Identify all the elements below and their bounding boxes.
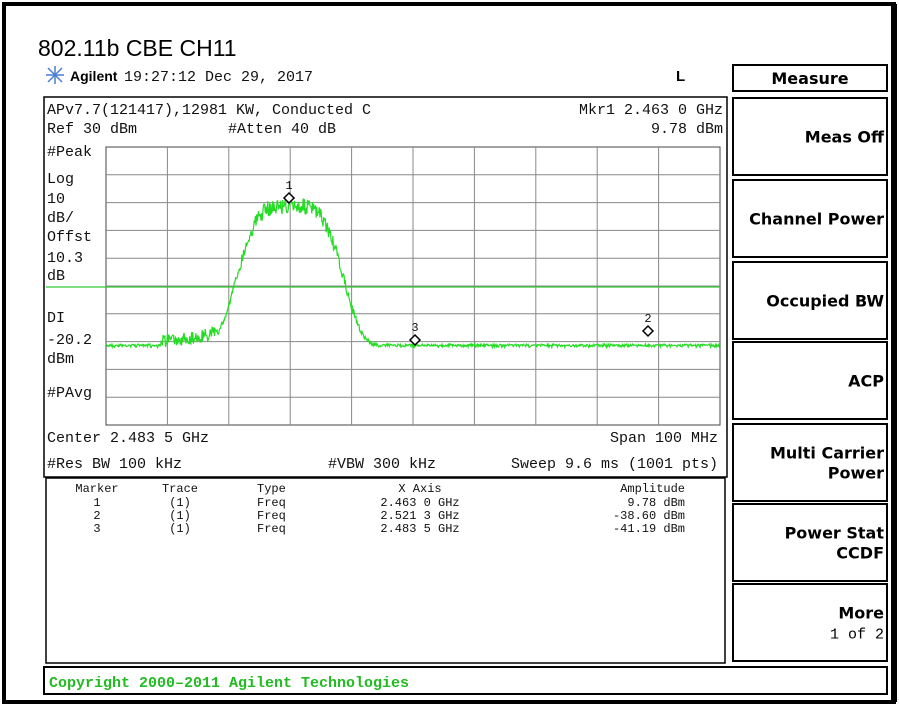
softkey[interactable]	[732, 261, 888, 340]
scale-label: 10.3	[47, 250, 83, 267]
marker-label: 2	[644, 312, 651, 326]
info-line: APv7.7(121417),12981 KW, Conducted C	[47, 102, 371, 119]
table-cell: 2.463 0 GHz	[380, 496, 459, 510]
trace	[105, 197, 721, 350]
table-cell: (1)	[169, 509, 191, 523]
title: 802.11b CBE CH11	[38, 35, 237, 61]
softkey[interactable]	[732, 423, 888, 502]
table-cell: Freq	[257, 496, 286, 510]
ref-level: Ref 30 dBm	[47, 121, 137, 138]
softkey-label[interactable]: Power	[828, 464, 884, 483]
agilent-logo	[46, 66, 64, 84]
vbw: #VBW 300 kHz	[328, 456, 436, 473]
softkey[interactable]	[732, 341, 888, 420]
softkey-label[interactable]: Power Stat	[785, 524, 885, 543]
scale-label: Log	[47, 171, 74, 188]
table-cell: 3	[93, 522, 100, 536]
softkey-label[interactable]: Multi Carrier	[770, 444, 884, 463]
table-cell: -41.19 dBm	[613, 522, 685, 536]
scale-label: dB	[47, 268, 65, 285]
table-header: X Axis	[398, 482, 441, 496]
scale-label: 10	[47, 191, 65, 208]
markers: 1 2 3	[282, 179, 655, 347]
menu-title-box	[732, 64, 888, 92]
table-cell: 2.521 3 GHz	[380, 509, 459, 523]
softkey[interactable]	[732, 179, 888, 258]
footer-box	[43, 666, 888, 695]
scale-label: DI	[47, 310, 65, 327]
softkey-label[interactable]: 1 of 2	[830, 627, 884, 644]
marker-label: 3	[411, 321, 418, 335]
softkey-label[interactable]: Occupied BW	[766, 292, 884, 311]
marker-diamond	[408, 333, 422, 347]
scale-label: #Peak	[47, 144, 92, 161]
softkey-label[interactable]: Channel Power	[749, 210, 884, 229]
table-header: Type	[257, 482, 286, 496]
marker-amplitude: 9.78 dBm	[651, 121, 723, 138]
timestamp: 19:27:12 Dec 29, 2017	[124, 69, 313, 86]
softkey[interactable]	[732, 503, 888, 582]
res-bw: #Res BW 100 kHz	[47, 456, 182, 473]
softkey-label[interactable]: More	[838, 604, 884, 623]
table-cell: -38.60 dBm	[613, 509, 685, 523]
table-cell: (1)	[169, 496, 191, 510]
table-header: Marker	[75, 482, 118, 496]
scale-label: #PAvg	[47, 385, 92, 402]
softkey-label[interactable]: CCDF	[836, 544, 884, 563]
scale-label: dBm	[47, 351, 74, 368]
scale-label: Offst	[47, 229, 92, 246]
brand: Agilent	[70, 68, 118, 84]
grid	[106, 147, 720, 425]
scale-label: -20.2	[47, 332, 92, 349]
menu-title: Measure	[771, 69, 848, 88]
table-cell: 9.78 dBm	[627, 496, 685, 510]
table-header: Amplitude	[620, 482, 685, 496]
table-cell: 1	[93, 496, 100, 510]
table-cell: Freq	[257, 522, 286, 536]
table-cell: 2.483 5 GHz	[380, 522, 459, 536]
marker-diamond	[641, 324, 655, 338]
marker-label: 1	[285, 179, 292, 193]
table-cell: 2	[93, 509, 100, 523]
softkey-label[interactable]: Meas Off	[805, 128, 885, 147]
marker-readout: Mkr1 2.463 0 GHz	[579, 102, 723, 119]
copyright: Copyright 2000–2011 Agilent Technologies	[49, 675, 409, 692]
softkey[interactable]	[732, 583, 888, 662]
sweep: Sweep 9.6 ms (1001 pts)	[511, 456, 718, 473]
attenuation: #Atten 40 dB	[228, 121, 336, 138]
span: Span 100 MHz	[610, 430, 718, 447]
softkey-label[interactable]: ACP	[848, 372, 884, 391]
softkey[interactable]	[732, 97, 888, 176]
marker-diamond	[282, 191, 296, 205]
scale-label: dB/	[47, 210, 74, 227]
marker-table-box	[45, 477, 726, 664]
table-header: Trace	[162, 482, 198, 496]
table-cell: (1)	[169, 522, 191, 536]
mode-indicator: L	[676, 68, 685, 85]
center-freq: Center 2.483 5 GHz	[47, 430, 209, 447]
table-cell: Freq	[257, 509, 286, 523]
